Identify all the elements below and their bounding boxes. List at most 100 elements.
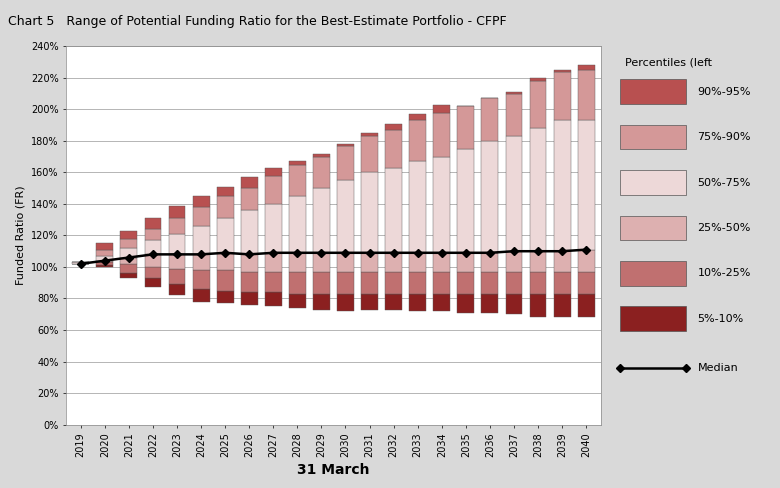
- Bar: [168, 205, 186, 218]
- Bar: [289, 253, 306, 272]
- Bar: [621, 306, 686, 331]
- Bar: [530, 251, 547, 272]
- Bar: [265, 253, 282, 272]
- Bar: [530, 128, 547, 251]
- Bar: [410, 272, 426, 294]
- Bar: [361, 253, 378, 272]
- Bar: [505, 92, 523, 94]
- Bar: [385, 253, 402, 272]
- Bar: [289, 196, 306, 253]
- Bar: [554, 294, 570, 317]
- Bar: [621, 125, 686, 149]
- Bar: [481, 272, 498, 294]
- Bar: [241, 292, 257, 305]
- Bar: [530, 81, 547, 128]
- Bar: [265, 292, 282, 306]
- Bar: [144, 254, 161, 267]
- Bar: [120, 264, 137, 273]
- Bar: [505, 94, 523, 136]
- Bar: [265, 168, 282, 176]
- Bar: [361, 172, 378, 253]
- Bar: [120, 258, 137, 264]
- Bar: [530, 272, 547, 294]
- Bar: [434, 157, 450, 253]
- Bar: [193, 289, 210, 302]
- Text: 50%-75%: 50%-75%: [697, 178, 751, 187]
- Bar: [217, 186, 233, 196]
- Bar: [337, 272, 354, 294]
- Bar: [168, 234, 186, 254]
- Bar: [313, 272, 330, 294]
- Bar: [313, 157, 330, 188]
- Bar: [361, 133, 378, 136]
- Bar: [578, 65, 594, 70]
- Bar: [385, 272, 402, 294]
- Bar: [481, 141, 498, 253]
- Bar: [97, 250, 113, 256]
- Bar: [410, 294, 426, 311]
- Bar: [337, 145, 354, 180]
- Bar: [193, 207, 210, 226]
- Bar: [120, 248, 137, 258]
- Bar: [97, 261, 113, 262]
- Bar: [144, 278, 161, 287]
- Text: 25%-50%: 25%-50%: [697, 223, 751, 233]
- Bar: [434, 253, 450, 272]
- Bar: [385, 123, 402, 130]
- Bar: [554, 272, 570, 294]
- Bar: [217, 218, 233, 253]
- Bar: [457, 253, 474, 272]
- Bar: [530, 78, 547, 81]
- Bar: [241, 210, 257, 254]
- Bar: [361, 136, 378, 172]
- Text: Median: Median: [697, 363, 738, 373]
- Bar: [120, 239, 137, 248]
- Bar: [313, 154, 330, 157]
- Bar: [621, 80, 686, 104]
- Bar: [289, 164, 306, 196]
- Bar: [289, 162, 306, 164]
- Bar: [217, 291, 233, 303]
- Bar: [481, 294, 498, 313]
- Bar: [337, 144, 354, 145]
- Bar: [289, 294, 306, 308]
- Bar: [385, 168, 402, 253]
- Bar: [73, 262, 89, 264]
- Bar: [193, 196, 210, 207]
- Bar: [361, 294, 378, 309]
- Bar: [530, 294, 547, 317]
- Bar: [193, 226, 210, 254]
- Text: 10%-25%: 10%-25%: [697, 268, 751, 278]
- Bar: [265, 204, 282, 253]
- Bar: [457, 106, 474, 149]
- Bar: [410, 253, 426, 272]
- Bar: [578, 250, 594, 272]
- Bar: [217, 196, 233, 218]
- Y-axis label: Funded Ratio (FR): Funded Ratio (FR): [16, 185, 26, 285]
- Bar: [621, 261, 686, 285]
- Text: 75%-90%: 75%-90%: [697, 132, 751, 142]
- Text: 5%-10%: 5%-10%: [697, 314, 743, 324]
- Bar: [313, 294, 330, 309]
- Bar: [578, 70, 594, 121]
- Bar: [97, 244, 113, 250]
- Bar: [554, 121, 570, 251]
- Bar: [241, 188, 257, 210]
- Bar: [144, 229, 161, 240]
- Bar: [144, 240, 161, 254]
- Bar: [193, 254, 210, 270]
- Bar: [410, 121, 426, 162]
- Bar: [621, 170, 686, 195]
- Bar: [97, 256, 113, 261]
- Bar: [241, 254, 257, 272]
- Bar: [168, 285, 186, 295]
- Bar: [313, 253, 330, 272]
- Text: Percentiles (left: Percentiles (left: [626, 58, 712, 68]
- Bar: [120, 273, 137, 278]
- Bar: [505, 136, 523, 251]
- Text: 90%-95%: 90%-95%: [697, 87, 751, 97]
- Bar: [481, 253, 498, 272]
- Bar: [554, 72, 570, 121]
- Bar: [241, 272, 257, 292]
- Bar: [505, 294, 523, 314]
